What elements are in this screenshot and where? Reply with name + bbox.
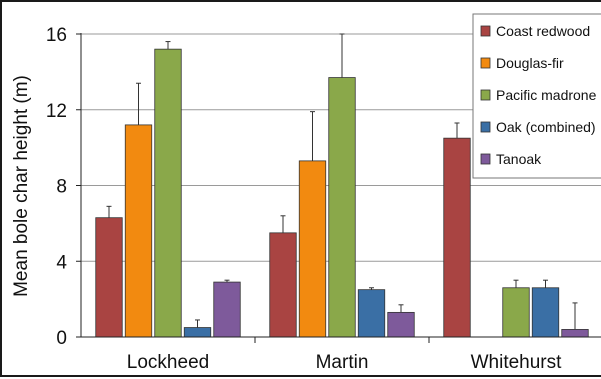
- legend-swatch: [480, 89, 491, 101]
- bar: [183, 327, 212, 338]
- x-category-label: Whitehurst: [471, 352, 563, 373]
- bar: [213, 281, 241, 338]
- y-tick-label: 8: [56, 177, 67, 198]
- legend-swatch: [480, 153, 491, 165]
- y-tick-label: 0: [56, 328, 67, 349]
- bar: [387, 311, 415, 338]
- x-category-label: Martin: [316, 352, 369, 373]
- bar: [328, 77, 356, 338]
- bar: [95, 217, 123, 338]
- legend-label: Douglas-fir: [496, 55, 564, 71]
- y-tick-labels: 0 4 8 12 16: [46, 25, 81, 349]
- y-tick-label: 12: [46, 101, 67, 122]
- legend-label: Tanoak: [496, 151, 542, 167]
- y-tick-label: 16: [46, 25, 67, 46]
- bar: [269, 232, 297, 338]
- bar: [298, 160, 327, 338]
- legend-swatch: [480, 121, 491, 133]
- bar: [502, 287, 530, 338]
- bar: [531, 287, 560, 338]
- legend-swatch: [480, 57, 491, 69]
- y-axis-title: Mean bole char height (m): [11, 75, 32, 297]
- y-tick-label: 4: [56, 252, 67, 273]
- legend-label: Coast redwood: [496, 23, 590, 39]
- legend-label: Oak (combined): [496, 119, 596, 135]
- legend-swatch: [480, 25, 491, 37]
- bar: [561, 329, 589, 338]
- x-category-labels: Lockheed Martin Whitehurst: [127, 352, 562, 373]
- bar: [443, 137, 471, 338]
- bar: [357, 289, 386, 338]
- legend-label: Pacific madrone: [496, 87, 597, 103]
- bar: [124, 124, 153, 338]
- legend: Coast redwood Douglas-fir Pacific madrone O…: [472, 13, 601, 179]
- bars: [95, 33, 589, 338]
- x-category-label: Lockheed: [127, 352, 209, 373]
- bar: [154, 48, 182, 338]
- legend-box: [472, 13, 601, 179]
